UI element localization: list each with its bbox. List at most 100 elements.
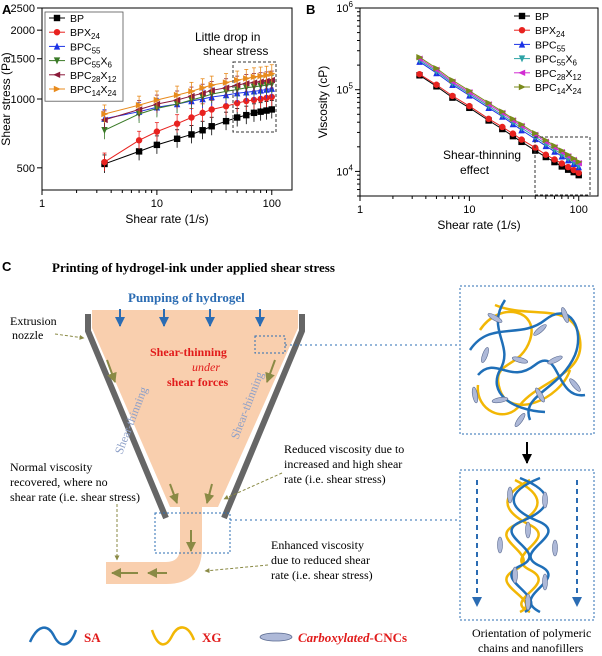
pumping-arrows [115,309,265,327]
data-point [575,158,583,166]
data-point [199,127,206,134]
legend-mid: X [566,82,573,94]
legend-entry: BPC55 [70,41,101,55]
legend-sub: 6 [573,59,578,68]
legend-entry: BPC55X6 [70,56,113,70]
panel-a-plot [100,64,276,173]
flow-arrows [106,359,276,578]
cnc [552,539,558,557]
data-point [173,135,181,142]
sa-chain-1 [468,312,580,421]
data-point [257,72,265,80]
legend-sub: 24 [573,87,582,96]
legend-swatch-marker [518,55,526,63]
y-tick-label: 1500 [11,54,35,66]
zoom-box-top [254,335,286,354]
legend-mid: X [566,68,573,80]
cnc [481,347,489,363]
data-point [509,130,517,137]
series-BPC14X24 [101,64,276,123]
data-point [233,76,241,84]
data-point [101,127,108,135]
legend-sub: 28 [92,75,101,84]
legend-entry: BPC14X24 [70,84,117,98]
cnc [511,356,529,364]
thinning-line-1: Shear-thinning [150,345,227,359]
sa-aligned-2 [512,476,550,614]
cnc [533,324,547,336]
cnc [507,486,513,504]
legend-sub: 12 [573,73,582,82]
series-BPC55 [101,79,275,128]
orientation-line-2: chains and nanofillers [478,641,584,655]
legend-entry: BPX24 [535,25,565,39]
series-BPC14X24 [416,53,583,166]
hydrogel-body [92,310,298,584]
legend-swatch-marker [53,29,61,36]
legend-entry: BPC55X6 [535,54,578,68]
reduced-pointer [223,472,283,500]
legend-base: BPC [70,56,92,68]
legend-base: BP [70,13,84,25]
panel-c-letter: C [2,259,12,274]
normal-line-1: Normal viscosity [10,460,92,474]
y-tick-label: 106 [336,0,353,15]
legend-swatch-marker [53,71,61,78]
cnc [525,521,531,539]
x-tick-label: 10 [151,198,163,210]
data-point [222,103,230,110]
legend-entry: BPC28X12 [535,68,582,82]
data-point [199,109,206,117]
reduced-line-2: increased and high shear [284,457,402,471]
data-point [208,81,216,89]
data-point [570,155,578,162]
series-BPX24 [101,87,275,172]
data-point [416,70,423,78]
data-point [518,136,525,143]
normal-line-2: recovered, where no [10,475,108,489]
x-tick-label: 100 [570,204,588,216]
data-point [135,101,143,109]
legend-mid: X [566,54,573,66]
panel-b-plot [415,53,583,179]
data-point [564,163,572,171]
data-point [509,115,517,123]
y-tick-label: 2500 [11,3,35,15]
normal-line-3: shear rate (i.e. shear stress) [10,490,140,504]
enhanced-line-1: Enhanced viscosity [271,538,364,552]
flow-arrow-3 [169,483,179,504]
thinning-line-3: shear forces [167,375,229,389]
cnc-legend-rest: -CNCs [370,630,408,645]
data-point [416,53,424,61]
data-point [199,84,207,91]
y-tick-label: 1000 [11,94,35,106]
legend-entry: BPX24 [70,27,100,41]
legend-swatch-marker [518,40,526,48]
data-point [532,130,540,137]
cnc-legend-icon [259,632,293,642]
data-point [188,131,195,138]
panel-b-letter: B [306,2,315,17]
data-point [268,70,276,77]
legend-entry: BPC28X12 [70,70,117,84]
data-point [518,121,526,128]
data-point [433,65,441,72]
legend-swatch-marker [53,57,61,65]
data-point [542,151,550,158]
y-tick-base: 10 [336,3,348,15]
y-axis-label: Shear stress (Pa) [0,52,13,145]
y-axis-label: Viscosity (cP) [316,66,330,138]
y-tick-exp: 6 [349,0,354,9]
legend-sub: 12 [108,75,117,84]
flow-arrow-2 [265,359,276,383]
zoom-box-bottom [154,512,231,554]
data-point [499,123,506,131]
panel-c-legend: SA XG Carboxylated-CNCs [28,626,408,646]
legend-entry: BPC55 [535,39,566,53]
data-point [542,136,550,144]
xg-legend-label: XG [202,630,222,645]
reduced-line-3: rate (i.e. shear stress) [284,472,386,486]
reduced-line-1: Reduced viscosity due to [284,442,404,456]
legend-swatch-marker [53,14,61,22]
